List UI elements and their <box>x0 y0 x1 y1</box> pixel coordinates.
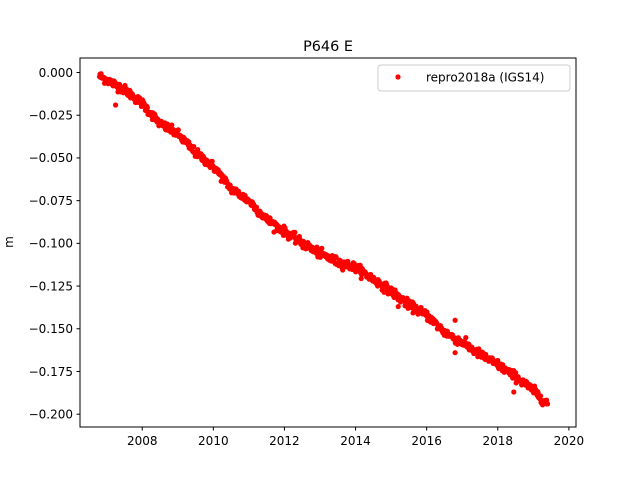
data-point <box>544 401 551 407</box>
y-tick-label: −0.075 <box>29 194 73 208</box>
data-point <box>253 204 260 210</box>
y-tick-label: 0.000 <box>39 66 73 80</box>
y-tick-label: −0.050 <box>29 151 73 165</box>
outlier-point <box>452 350 458 356</box>
y-axis-label: m <box>2 236 16 248</box>
data-point <box>358 275 364 282</box>
outlier-point <box>395 303 401 310</box>
data-point <box>169 122 175 128</box>
y-tick-label: −0.150 <box>29 322 73 336</box>
outlier-point <box>452 317 458 323</box>
data-point <box>175 127 181 133</box>
data-point <box>513 370 519 376</box>
x-tick-label: 2012 <box>269 434 300 448</box>
y-tick-label: −0.200 <box>29 407 73 421</box>
x-tick-label: 2018 <box>483 434 514 448</box>
y-tick-label: −0.125 <box>29 279 73 293</box>
x-tick-label: 2014 <box>340 434 371 448</box>
legend-box <box>377 64 571 92</box>
data-point <box>495 357 501 364</box>
legend: repro2018a (IGS14) <box>377 64 571 92</box>
data-points <box>96 71 551 408</box>
plot-frame <box>79 57 577 428</box>
data-point <box>537 393 544 399</box>
x-tick-label: 2010 <box>198 434 229 448</box>
data-point <box>209 158 215 164</box>
data-point <box>292 229 298 235</box>
data-point <box>319 245 325 251</box>
legend-marker <box>395 74 401 80</box>
data-point <box>476 346 482 352</box>
data-point <box>463 334 469 341</box>
x-tick-label: 2016 <box>411 434 442 448</box>
y-tick-label: −0.025 <box>29 109 73 123</box>
axis-ticks: 2008 2010 2012 2014 2016 2018 2020 0.000 −0.025 −… <box>29 66 585 448</box>
y-tick-label: −0.100 <box>29 237 73 251</box>
data-point <box>191 144 197 150</box>
outlier-point <box>278 227 284 233</box>
outlier-point <box>511 389 517 395</box>
outlier-point <box>112 102 119 108</box>
data-point <box>144 105 150 111</box>
chart-title: P646 E <box>303 39 353 55</box>
x-tick-label: 2008 <box>127 434 158 448</box>
legend-entry-label: repro2018a (IGS14) <box>426 71 544 85</box>
x-tick-label: 2020 <box>554 434 585 448</box>
y-tick-label: −0.175 <box>29 365 73 379</box>
